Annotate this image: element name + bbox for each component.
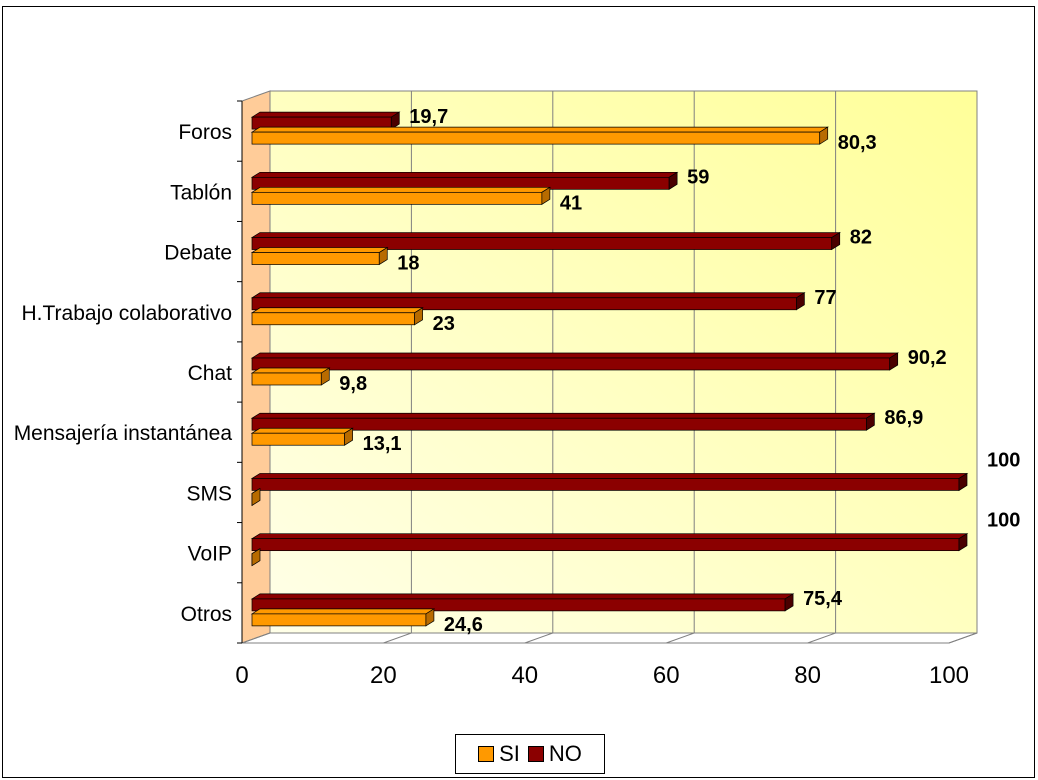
x-tick-label: 20 xyxy=(370,662,397,689)
bar-si xyxy=(251,131,821,145)
bar-no-end xyxy=(390,111,400,130)
data-label-no: 82 xyxy=(850,227,872,249)
data-label-no: 19,7 xyxy=(409,106,448,128)
category-label: Otros xyxy=(181,603,232,626)
data-label-si: 24,6 xyxy=(444,614,483,636)
category-label: Foros xyxy=(178,121,232,144)
bar-si-end xyxy=(251,548,261,567)
bar-si xyxy=(251,432,345,446)
bar-no-end xyxy=(958,472,968,492)
bar-si-top xyxy=(250,186,552,193)
bar-no-end xyxy=(784,593,794,612)
category-label: Debate xyxy=(164,242,232,265)
bar-no-end xyxy=(668,171,678,190)
bar-no-top xyxy=(250,171,679,178)
bar-si-top xyxy=(250,247,389,253)
x-tick-label: 80 xyxy=(794,662,821,689)
bar-no-end xyxy=(866,412,875,431)
bar-si xyxy=(251,252,380,265)
category-label: Mensajería instantánea xyxy=(14,422,233,445)
bar-si xyxy=(251,613,427,627)
bar-si-top xyxy=(250,427,354,434)
bar-si-end xyxy=(414,307,423,326)
bar-si-end xyxy=(819,126,829,145)
category-label: H.Trabajo colaborativo xyxy=(22,302,233,325)
bar-no-top xyxy=(250,352,899,359)
bar-si-top xyxy=(250,608,436,615)
data-label-si: 41 xyxy=(560,192,582,214)
floor-gridline xyxy=(383,632,412,644)
floor-gridline xyxy=(948,632,978,644)
bar-no-top xyxy=(250,593,795,600)
x-tick-label: 0 xyxy=(235,662,248,689)
category-label: Tablón xyxy=(170,181,232,204)
bar-si-end xyxy=(251,487,261,507)
legend-item-no: NO xyxy=(527,741,582,767)
data-label-si: 9,8 xyxy=(339,373,367,395)
bar-no-top xyxy=(250,111,401,118)
bar-si-end xyxy=(344,427,353,446)
data-label-no: 75,4 xyxy=(803,588,843,610)
data-label-no: 86,9 xyxy=(884,407,923,429)
bar-si-end xyxy=(320,367,330,386)
floor xyxy=(241,632,978,644)
legend-label-no: NO xyxy=(548,741,582,766)
bar-no-end xyxy=(889,352,899,371)
floor-gridline xyxy=(241,632,271,644)
category-label: Chat xyxy=(188,362,233,385)
bar-no-end xyxy=(958,533,968,552)
bar-no-end xyxy=(796,292,805,311)
x-tick-label: 60 xyxy=(653,662,680,689)
bar-no-top xyxy=(250,292,806,299)
data-label-si: 23 xyxy=(433,313,455,335)
bar-no-top xyxy=(250,533,969,540)
bar-no-top xyxy=(250,232,841,238)
bar-si xyxy=(251,372,322,386)
bar-no xyxy=(251,357,891,371)
bar-no-end xyxy=(831,231,841,251)
bar-si-end xyxy=(378,246,388,266)
bar-no-top xyxy=(250,473,969,479)
bar-si xyxy=(251,312,415,326)
data-label-si: 80,3 xyxy=(838,132,877,154)
data-label-no: 100 xyxy=(987,449,1020,471)
data-label-no: 77 xyxy=(814,287,836,309)
legend-swatch-si xyxy=(478,746,495,762)
legend-swatch-no xyxy=(527,746,544,762)
bar-si-top xyxy=(250,126,829,133)
bar-si-end xyxy=(541,186,551,205)
data-label-no: 59 xyxy=(687,166,709,188)
data-label-si: 13,1 xyxy=(363,433,402,455)
chart-frame xyxy=(2,6,1035,778)
x-tick-label: 100 xyxy=(929,662,969,689)
bar-si xyxy=(251,191,543,205)
bar-no xyxy=(251,478,960,491)
data-label-no: 90,2 xyxy=(908,347,947,369)
bar-no xyxy=(251,538,960,552)
data-label-si: 18 xyxy=(397,253,419,275)
bar-si-top xyxy=(250,307,424,314)
floor-gridline xyxy=(524,632,553,644)
category-label: VoIP xyxy=(188,543,232,566)
floor-gridline xyxy=(666,632,695,644)
x-tick-label: 40 xyxy=(511,662,538,689)
legend: SI NO xyxy=(455,734,605,774)
legend-label-si: SI xyxy=(499,741,520,766)
bar-si-end xyxy=(425,608,435,627)
bar-no-top xyxy=(250,412,876,419)
bar-si-top xyxy=(250,367,331,374)
floor-gridline xyxy=(807,632,836,644)
category-label: SMS xyxy=(186,482,232,505)
legend-item-si: SI xyxy=(478,741,520,767)
data-label-no: 100 xyxy=(987,510,1020,532)
